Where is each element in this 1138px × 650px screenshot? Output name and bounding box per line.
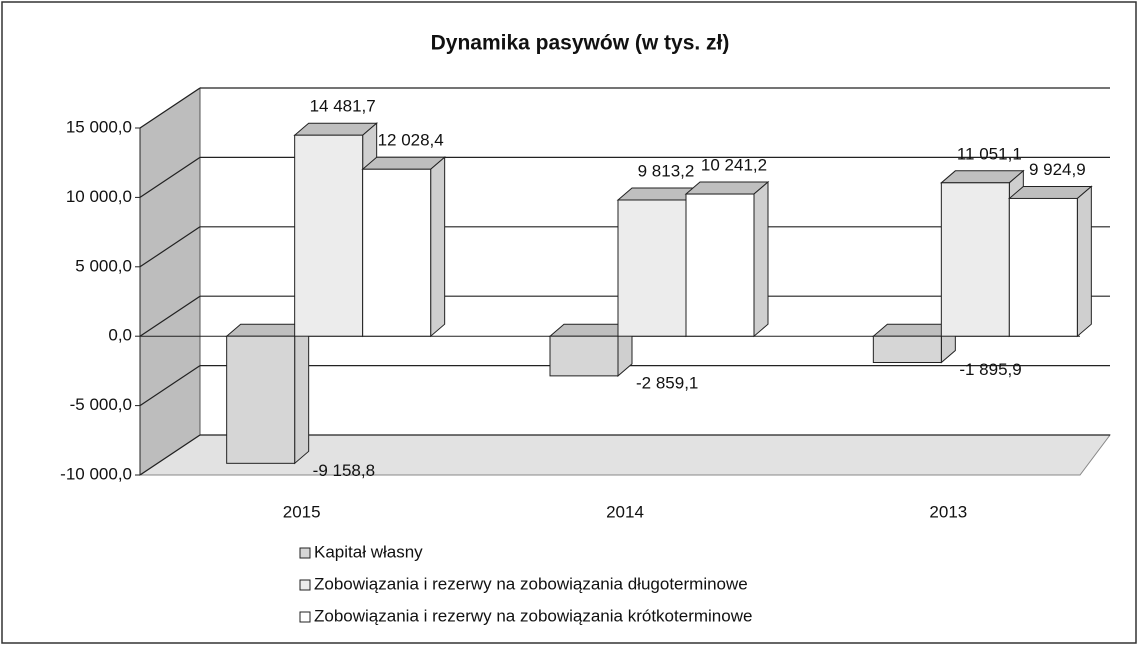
grid-line bbox=[139, 87, 201, 129]
data-label: 14 481,7 bbox=[310, 97, 376, 116]
data-label: 9 924,9 bbox=[1029, 160, 1086, 179]
data-label: 12 028,4 bbox=[378, 131, 444, 150]
side-wall bbox=[139, 87, 201, 476]
bar-face bbox=[753, 180, 769, 338]
x-tick-label: 2013 bbox=[929, 502, 967, 521]
bar-face bbox=[226, 335, 296, 464]
bar bbox=[361, 156, 447, 338]
bar-face bbox=[294, 323, 310, 465]
bar-face bbox=[1076, 185, 1092, 338]
bar-face bbox=[1008, 197, 1078, 337]
data-label: -9 158,8 bbox=[313, 461, 375, 480]
bar bbox=[684, 180, 770, 338]
legend-label: Zobowiązania i rezerwy na zobowiązania k… bbox=[314, 606, 752, 625]
y-tick-label: 15 000,0 bbox=[66, 117, 132, 136]
bar-face bbox=[430, 156, 446, 338]
data-label: 11 051,1 bbox=[957, 144, 1022, 163]
grid-line bbox=[139, 365, 201, 407]
bar bbox=[871, 323, 957, 364]
legend-swatch bbox=[299, 611, 311, 623]
grid-line bbox=[139, 226, 201, 268]
legend-label: Kapitał własny bbox=[314, 542, 423, 561]
x-tick-label: 2014 bbox=[606, 502, 644, 521]
grid-line bbox=[139, 434, 201, 476]
legend-swatch bbox=[299, 547, 311, 559]
y-tick-label: 0,0 bbox=[108, 326, 132, 345]
bar-face bbox=[294, 134, 364, 337]
grid-line bbox=[139, 295, 201, 337]
bar-face bbox=[872, 335, 942, 364]
y-tick-label: -10 000,0 bbox=[60, 464, 132, 483]
y-tick-label: 5 000,0 bbox=[75, 256, 132, 275]
chart-title: Dynamika pasywów (w tys. zł) bbox=[431, 32, 730, 55]
bar-face bbox=[685, 193, 755, 337]
y-tick-label: -5 000,0 bbox=[70, 395, 132, 414]
data-label: -1 895,9 bbox=[959, 360, 1021, 379]
bar-face bbox=[617, 199, 687, 337]
bar bbox=[1007, 185, 1093, 338]
data-label: 9 813,2 bbox=[638, 161, 695, 180]
grid-line bbox=[139, 156, 201, 198]
bar-face bbox=[940, 182, 1010, 337]
data-label: 10 241,2 bbox=[701, 156, 767, 175]
y-tick-label: 10 000,0 bbox=[66, 187, 132, 206]
data-label: -2 859,1 bbox=[636, 373, 698, 392]
bar-face bbox=[549, 335, 619, 377]
legend-label: Zobowiązania i rezerwy na zobowiązania d… bbox=[314, 574, 748, 593]
legend-swatch bbox=[299, 579, 311, 591]
bar bbox=[548, 323, 634, 377]
bar bbox=[225, 323, 311, 465]
x-tick-label: 2015 bbox=[283, 502, 321, 521]
bar-face bbox=[362, 168, 432, 337]
